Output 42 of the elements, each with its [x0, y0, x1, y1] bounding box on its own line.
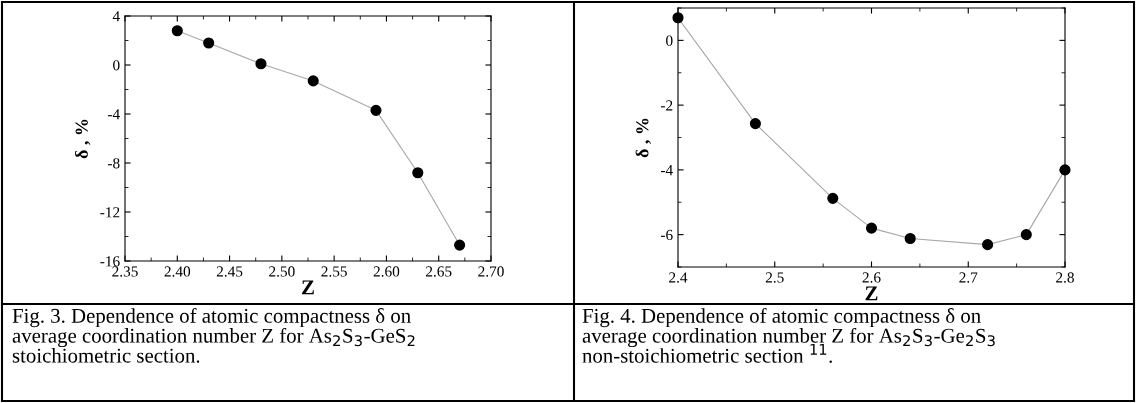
x-tick-label: 2.5	[765, 272, 784, 283]
x-tick-label: 2.70	[478, 266, 504, 277]
y-tick-label: -2	[660, 100, 673, 111]
point	[370, 104, 382, 116]
x-tick-label: 2.55	[321, 266, 347, 277]
x-tick-label: 2.40	[164, 266, 191, 277]
x-tick-label: 2.35	[112, 266, 138, 277]
point	[454, 239, 466, 251]
point	[749, 118, 761, 130]
x-axis-title: Z	[865, 286, 878, 301]
x-tick-label: 2.6	[862, 272, 881, 283]
x-tick-label: 2.65	[426, 266, 452, 277]
point	[827, 192, 839, 204]
y-tick-label: -8	[107, 158, 120, 169]
x-axis-title: Z	[302, 280, 314, 295]
x-tick-label: 2.45	[216, 266, 243, 277]
y-tick-label: -12	[100, 207, 120, 218]
y-axis-title: δ , %	[74, 119, 91, 159]
point	[865, 222, 878, 234]
point	[307, 75, 319, 87]
y-tick-label: 4	[112, 11, 120, 22]
y-tick-label: 0	[666, 35, 673, 46]
y-tick-label: -16	[100, 256, 120, 267]
point	[255, 58, 267, 70]
point	[1020, 229, 1032, 241]
x-tick-label: 2.60	[373, 266, 400, 277]
x-tick-label: 2.50	[269, 266, 295, 277]
y-axis-title: δ , %	[635, 118, 652, 158]
x-tick-label: 2.4	[669, 272, 688, 283]
point	[171, 25, 183, 37]
y-tick-label: 0	[113, 60, 120, 71]
y-tick-label: -4	[660, 165, 673, 176]
text: Fig. 3. Dependence of atomic compactness δ on average coordination number Z for As$_{2}$S$_{3}$-GeS$_{2}$ stoichiometric section.	[12, 308, 415, 363]
x-tick-label: 2.7	[959, 272, 978, 283]
y-tick-label: -4	[107, 109, 120, 120]
y-tick-label: -6	[660, 229, 673, 241]
point	[203, 37, 215, 49]
point	[904, 232, 916, 245]
text: Fig. 4. Dependence of atomic compactness δ on average coordination number Z for As$_{2}$S$_{3}$-Ge$_{2}$S$_{3}$ non-stoichiometric section $^{11}$.	[582, 308, 995, 363]
point	[982, 239, 994, 251]
point	[412, 167, 424, 179]
x-tick-label: 2.8	[1056, 272, 1074, 283]
